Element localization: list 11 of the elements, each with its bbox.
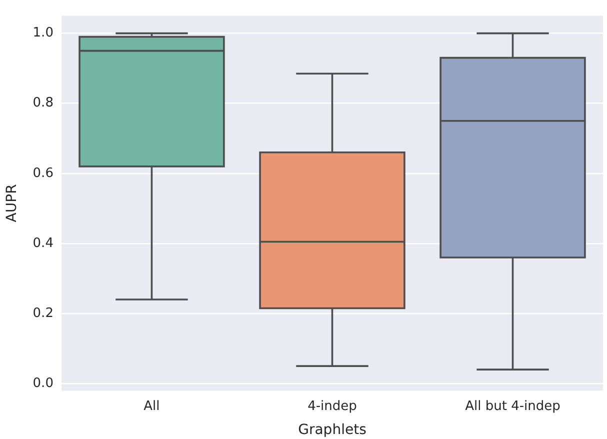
y-axis-title: AUPR	[4, 184, 20, 222]
y-tick-label: 1.0	[32, 26, 54, 41]
x-tick-label: All but 4-indep	[465, 398, 560, 414]
y-tick-label: 0.8	[32, 96, 54, 111]
x-tick-label: All	[144, 398, 160, 414]
y-tick-label: 0.2	[32, 306, 54, 321]
y-tick-label: 0.0	[32, 376, 54, 391]
y-tick-label: 0.4	[32, 236, 54, 251]
y-tick-label: 0.6	[32, 166, 54, 181]
x-axis-title: Graphlets	[298, 422, 366, 438]
x-tick-label: 4-indep	[308, 398, 357, 414]
